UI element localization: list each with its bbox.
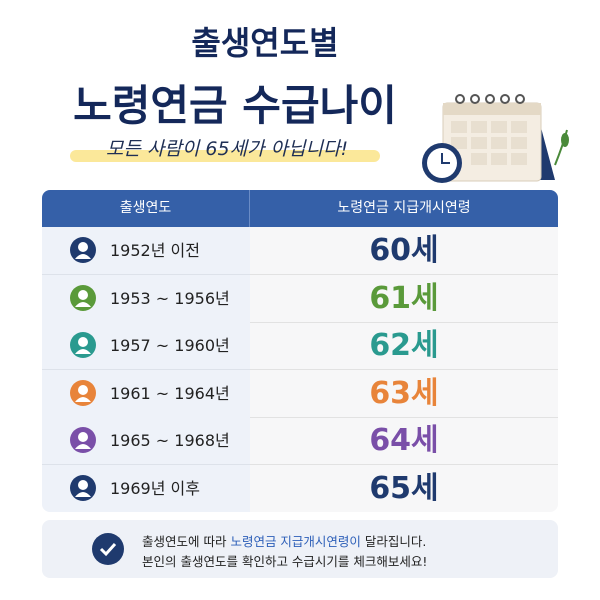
table-row: 1961 ~ 1964년 63세 (42, 369, 558, 418)
person-icon (70, 427, 96, 453)
note-line: 출생연도에 따라 노령연금 지급개시연령이 달라집니다. (142, 531, 426, 550)
age-value: 62세 (250, 322, 558, 370)
check-icon (92, 533, 124, 565)
birth-cell: 1957 ~ 1960년 (42, 322, 250, 370)
person-icon (70, 284, 96, 311)
title: 노령연금 수급나이 (73, 81, 397, 130)
table-row: 1969년 이후 65세 (42, 464, 558, 512)
table: 출생연도 노령연금 지급개시연령 1952년 이전 60세 1953 ~ 1956년… (42, 190, 558, 512)
table-row: 1965 ~ 1968년 64세 (42, 417, 558, 465)
note-box: 출생연도에 따라 노령연금 지급개시연령이 달라집니다. 본인의 출생연도를 확… (42, 520, 558, 578)
age-value: 61세 (250, 275, 558, 323)
note-line: 본인의 출생연도를 확인하고 수급시기를 체크해보세요! (142, 554, 428, 569)
person-icon (70, 379, 96, 406)
subtitle: 모든 사람이 65세가 아닙니다! (105, 138, 349, 160)
birth-cell: 1953 ~ 1956년 (42, 274, 250, 323)
note-text: 달라집니다. (360, 534, 427, 549)
birth-label: 1969년 이후 (110, 478, 200, 498)
table-row: 1952년 이전 60세 (42, 227, 558, 275)
birth-cell: 1961 ~ 1964년 (42, 369, 250, 418)
birth-cell: 1952년 이전 (42, 227, 250, 275)
person-icon (70, 237, 96, 263)
title: 출생연도별 (191, 24, 339, 62)
note-text: 출생연도에 따라 (142, 534, 231, 549)
age-value: 60세 (250, 227, 558, 275)
age-value: 63세 (250, 370, 558, 418)
age-value: 65세 (250, 465, 558, 512)
highlight (70, 150, 380, 162)
table-row: 1953 ~ 1956년 61세 (42, 274, 558, 323)
birth-label: 1957 ~ 1960년 (110, 336, 230, 355)
birth-cell: 1965 ~ 1968년 (42, 417, 250, 465)
age-value: 64세 (250, 417, 558, 465)
birth-label: 1953 ~ 1956년 (110, 288, 230, 308)
person-icon (70, 474, 96, 501)
note-highlight: 노령연금 지급개시연령이 (230, 534, 361, 549)
birth-label: 1952년 이전 (110, 241, 200, 260)
birth-label: 1961 ~ 1964년 (110, 383, 230, 403)
calendar-illustration (422, 94, 569, 183)
person-icon (70, 332, 96, 358)
birth-label: 1965 ~ 1968년 (110, 431, 230, 450)
birth-cell: 1969년 이후 (42, 464, 250, 512)
column-header: 노령연금 지급개시연령 (250, 190, 558, 227)
table-row: 1957 ~ 1960년 62세 (42, 322, 558, 370)
column-header: 출생연도 (42, 190, 250, 227)
